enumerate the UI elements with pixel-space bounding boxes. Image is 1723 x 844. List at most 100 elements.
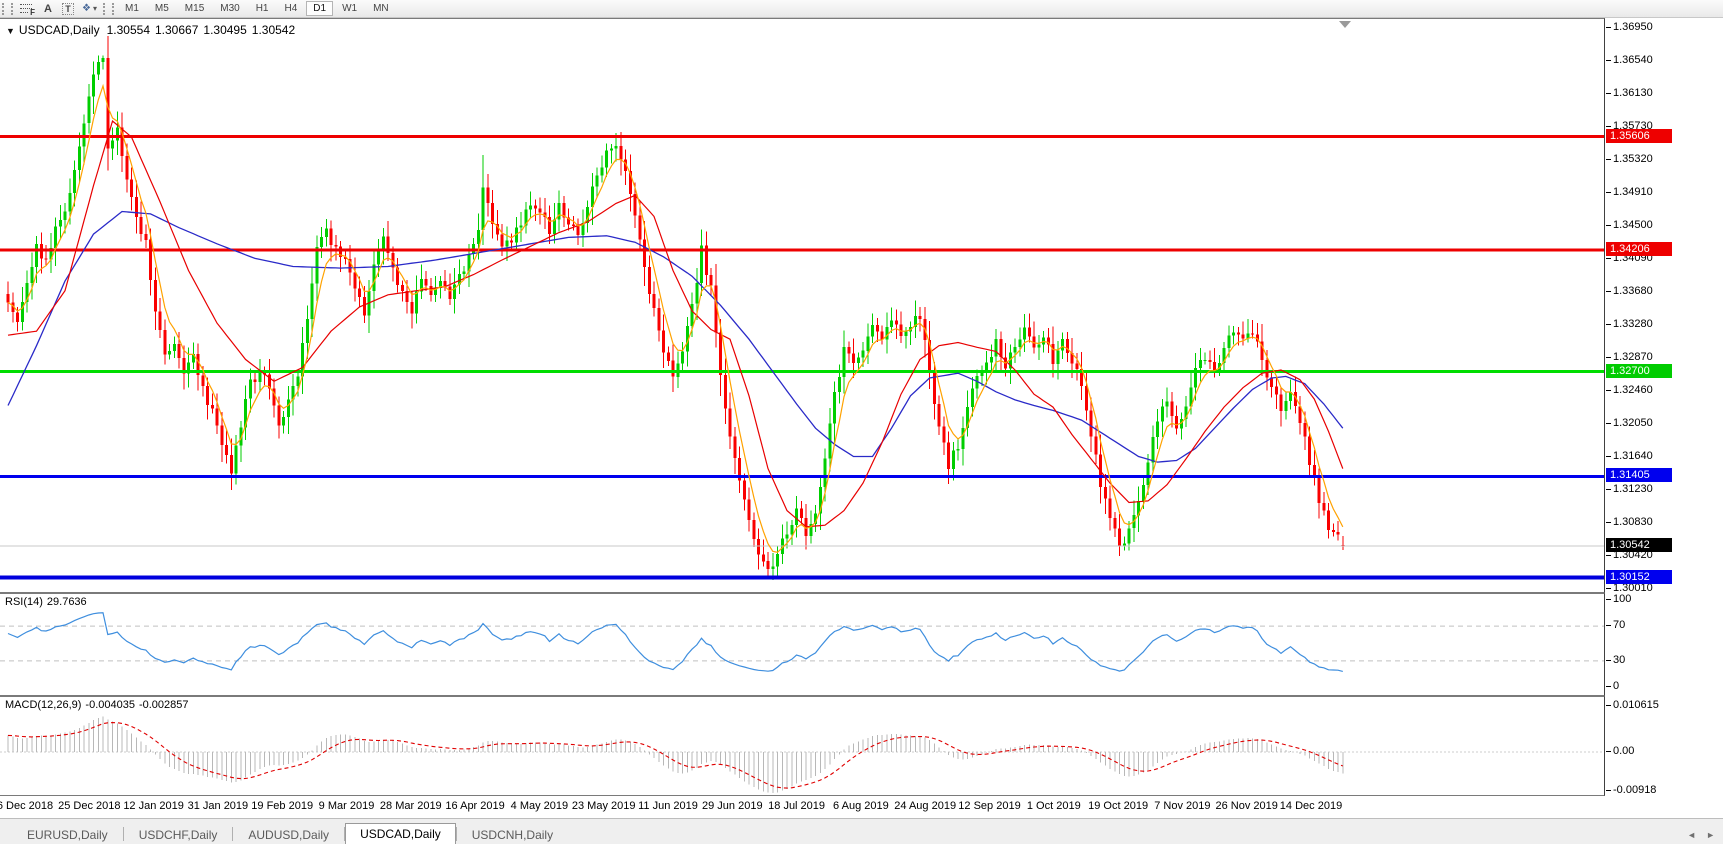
price-axis-label: 1.33280 (1606, 317, 1653, 330)
macd-canvas[interactable] (0, 698, 1604, 795)
macd-axis-label: 0.010615 (1606, 699, 1659, 712)
price-axis-label: 1.31640 (1606, 450, 1653, 463)
price-axis-label: 1.32050 (1606, 417, 1653, 430)
price-chart-canvas[interactable] (0, 20, 1604, 592)
price-axis-label: 1.32870 (1606, 350, 1653, 363)
price-axis-label: 1.35320 (1606, 152, 1653, 165)
chart-tab-usdcad[interactable]: USDCAD,Daily (345, 823, 456, 844)
arrows-icon: ❖ (82, 3, 91, 14)
text-label-icon: T (62, 2, 74, 15)
text-tool-button[interactable]: A (38, 1, 58, 17)
fibonacci-icon: F (20, 3, 35, 17)
price-axis-label: 1.32460 (1606, 383, 1653, 396)
timeframe-button-mn[interactable]: MN (366, 1, 396, 16)
tab-scroll-nav: ◄ ► (1687, 830, 1715, 840)
price-axis-label: 1.30830 (1606, 515, 1653, 528)
date-axis-label: 28 Mar 2019 (379, 800, 442, 812)
chart-title: ▼ USDCAD,Daily 1.30554 1.30667 1.30495 1.3054… (6, 23, 295, 37)
rsi-canvas[interactable] (0, 595, 1604, 695)
tab-separator (232, 827, 234, 841)
rsi-label: RSI(14) 29.7636 (5, 596, 87, 608)
date-axis-label: 31 Jan 2019 (187, 800, 249, 812)
date-axis[interactable]: 6 Dec 2018 25 Dec 2018 12 Jan 2019 31 Jan 2… (0, 796, 1723, 819)
timeframe-button-w1[interactable]: W1 (335, 1, 364, 16)
rsi-axis-label: 100 (1605, 593, 1632, 605)
price-axis-label: 1.36540 (1606, 54, 1653, 67)
ohlc-low: 1.30495 (203, 23, 247, 37)
date-axis-label: 4 May 2019 (510, 800, 569, 812)
price-axis-label: 1.35730 (1606, 119, 1653, 132)
rsi-axis-label: 0 (1605, 680, 1620, 692)
date-axis-label: 11 Jun 2019 (638, 800, 698, 812)
timeframe-button-d1[interactable]: D1 (306, 1, 334, 16)
rsi-axis-label: 30 (1605, 653, 1626, 666)
date-axis-label: 29 Jun 2019 (702, 800, 763, 812)
price-level-badge: 1.35606 (1606, 128, 1672, 143)
rsi-indicator-panel[interactable]: RSI(14) 29.7636 (0, 593, 1605, 696)
chart-symbol-label: USDCAD,Daily (18, 23, 100, 37)
price-axis-label: 1.36130 (1606, 87, 1653, 100)
fibonacci-tool-button[interactable]: F (16, 1, 38, 17)
text-icon: A (44, 2, 52, 15)
toolbar-grip[interactable] (2, 2, 13, 15)
ohlc-open: 1.30554 (106, 23, 150, 37)
price-level-badge: 1.34206 (1606, 241, 1672, 256)
arrows-tool-button[interactable]: ❖ ▾ (78, 1, 101, 17)
chart-tab-bar: EURUSD,Daily USDCHF,Daily AUDUSD,Daily USDC… (0, 818, 1723, 844)
date-axis-label: 1 Oct 2019 (1026, 800, 1081, 812)
price-level-badge: 1.30152 (1606, 569, 1672, 584)
price-level-badge: 1.31405 (1606, 468, 1672, 483)
rsi-axis-label: 70 (1605, 619, 1626, 632)
date-axis-label: 16 Apr 2019 (445, 800, 505, 812)
ohlc-close: 1.30542 (251, 23, 296, 37)
date-axis-label: 25 Dec 2018 (58, 800, 121, 812)
price-axis-label: 1.34910 (1606, 185, 1653, 198)
collapse-triangle-icon[interactable]: ▼ (6, 26, 15, 36)
rsi-value: 29.7636 (46, 596, 87, 608)
date-axis-label: 14 Dec 2019 (1279, 800, 1343, 812)
timeframe-button-m1[interactable]: M1 (118, 1, 146, 16)
chart-tab-usdcnh[interactable]: USDCNH,Daily (471, 828, 554, 842)
tab-separator (344, 827, 346, 841)
timeframe-button-m30[interactable]: M30 (213, 1, 246, 16)
macd-axis-label: 0.00 (1605, 745, 1635, 757)
timeframe-button-m15[interactable]: M15 (178, 1, 211, 16)
date-axis-label: 9 Mar 2019 (318, 800, 375, 812)
macd-axis-label: -0.00918 (1605, 784, 1657, 797)
main-chart-panel[interactable]: ▼ USDCAD,Daily 1.30554 1.30667 1.30495 1.3054… (0, 18, 1605, 593)
date-axis-label: 19 Oct 2019 (1088, 800, 1149, 812)
price-level-badge: 1.32700 (1606, 363, 1672, 378)
macd-signal-value: -0.002857 (138, 699, 189, 711)
chart-tab-audusd[interactable]: AUDUSD,Daily (248, 828, 330, 842)
date-axis-label: 19 Feb 2019 (251, 800, 314, 812)
timeframe-button-group: M1 M5 M15 M30 H1 H4 D1 W1 MN (117, 1, 397, 16)
tab-separator (122, 827, 124, 841)
date-axis-label: 6 Dec 2018 (0, 800, 54, 812)
date-axis-label: 12 Jan 2019 (123, 800, 184, 812)
date-axis-label: 6 Aug 2019 (833, 800, 889, 812)
macd-value: -0.004035 (85, 699, 135, 711)
chart-tab-eurusd[interactable]: EURUSD,Daily (27, 828, 108, 842)
macd-label: MACD(12,26,9) -0.004035 -0.002857 (5, 699, 189, 711)
price-axis-label: 1.34500 (1606, 219, 1653, 232)
toolbar-grip[interactable] (102, 2, 114, 15)
date-axis-label: 23 May 2019 (571, 800, 636, 812)
tab-separator (455, 827, 457, 841)
price-axis-label: 1.31230 (1606, 483, 1653, 496)
dropdown-caret-icon: ▾ (92, 4, 97, 13)
date-axis-label: 24 Aug 2019 (894, 800, 957, 812)
timeframe-button-m5[interactable]: M5 (148, 1, 176, 16)
tab-scroll-right-icon[interactable]: ► (1706, 830, 1715, 840)
macd-indicator-panel[interactable]: MACD(12,26,9) -0.004035 -0.002857 (0, 696, 1605, 796)
tab-scroll-left-icon[interactable]: ◄ (1687, 830, 1697, 840)
price-axis[interactable]: 1.36950 1.36540 1.36130 1.35730 1.35320 1.349… (1605, 18, 1723, 796)
chart-tab-usdchf[interactable]: USDCHF,Daily (138, 828, 218, 842)
price-axis-label: 1.33680 (1606, 285, 1653, 298)
date-axis-label: 7 Nov 2019 (1154, 800, 1211, 812)
text-label-tool-button[interactable]: T (58, 1, 78, 17)
timeframe-button-h1[interactable]: H1 (249, 1, 276, 16)
date-axis-label: 18 Jul 2019 (768, 800, 826, 812)
date-axis-label: 12 Sep 2019 (958, 800, 1021, 812)
timeframe-button-h4[interactable]: H4 (278, 1, 305, 16)
